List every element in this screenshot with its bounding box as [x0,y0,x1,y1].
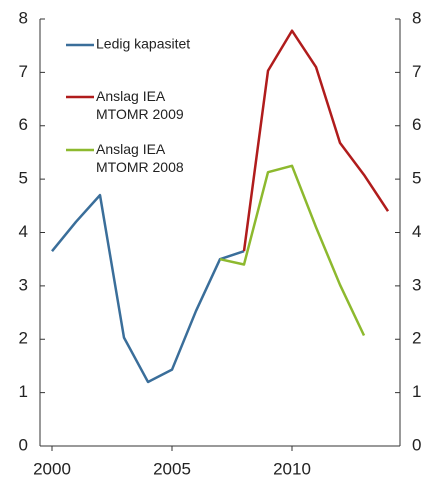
legend-label: Anslag IEA MTOMR 2008 [96,141,184,175]
x-tick-label: 2005 [153,459,191,478]
legend-label: Ledig kapasitet [96,36,190,52]
y-tick-label: 7 [19,62,28,81]
y2-tick-label: 7 [412,62,421,81]
y-tick-label: 4 [19,222,28,241]
x-tick-label: 2010 [273,459,311,478]
legend-label: Anslag IEA MTOMR 2009 [96,88,184,122]
legend-line: Anslag IEA [96,141,166,157]
y2-tick-label: 5 [412,169,421,188]
y-tick-label: 0 [19,435,28,454]
y2-tick-label: 0 [412,435,421,454]
legend-line: MTOMR 2008 [96,159,184,175]
line-series [242,29,390,252]
y2-tick-label: 1 [412,382,421,401]
y-tick-label: 3 [19,275,28,294]
line-series [51,193,245,384]
line-series [219,164,366,337]
y2-tick-label: 3 [412,275,421,294]
y-tick-label: 6 [19,115,28,134]
y-tick-label: 8 [19,8,28,27]
legend-line: Anslag IEA [96,88,166,104]
x-tick-label: 2000 [33,459,71,478]
y-tick-label: 2 [19,329,28,348]
legend-line: MTOMR 2009 [96,106,184,122]
y-tick-label: 1 [19,382,28,401]
y2-tick-label: 6 [412,115,421,134]
y2-tick-label: 4 [412,222,421,241]
y-tick-label: 5 [19,169,28,188]
y2-tick-label: 8 [412,8,421,27]
y2-tick-label: 2 [412,329,421,348]
